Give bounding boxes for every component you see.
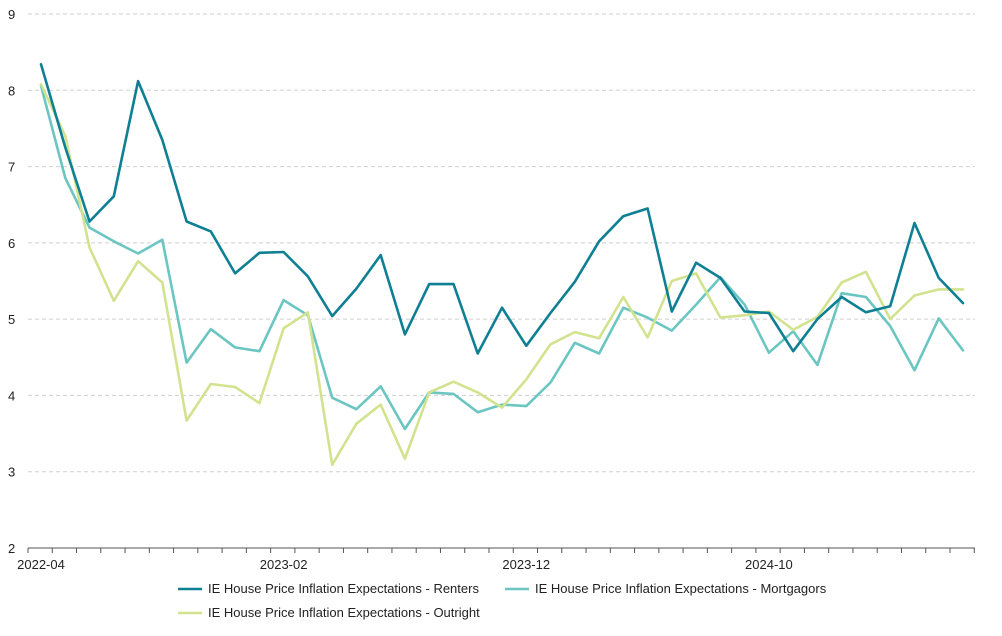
y-tick-label: 8 xyxy=(8,83,15,98)
x-axis xyxy=(27,547,975,553)
series-line-outright xyxy=(39,82,965,467)
x-tick-label: 2023-02 xyxy=(260,557,308,572)
y-tick-label: 6 xyxy=(8,236,15,251)
x-tick-label: 2024-10 xyxy=(745,557,793,572)
y-axis-tick-labels: 2 3 4 5 6 7 8 9 xyxy=(8,7,15,556)
gridlines xyxy=(28,13,975,473)
y-tick-label: 9 xyxy=(8,7,15,22)
x-tick-label: 2023-12 xyxy=(502,557,550,572)
legend-label-mortgagors: IE House Price Inflation Expectations - … xyxy=(535,581,827,596)
legend-label-renters: IE House Price Inflation Expectations - … xyxy=(208,581,479,596)
x-tick-label: 2022-04 xyxy=(17,557,65,572)
legend: IE House Price Inflation Expectations - … xyxy=(178,581,827,620)
series-line-renters xyxy=(39,63,965,355)
series-lines xyxy=(39,63,965,467)
legend-label-outright: IE House Price Inflation Expectations - … xyxy=(208,605,480,620)
y-tick-label: 7 xyxy=(8,160,15,175)
y-tick-label: 2 xyxy=(8,541,15,556)
series-line-mortgagors xyxy=(39,84,965,431)
y-tick-label: 3 xyxy=(8,465,15,480)
y-tick-label: 4 xyxy=(8,388,15,403)
y-tick-label: 5 xyxy=(8,312,15,327)
x-axis-tick-labels: 2022-04 2023-02 2023-12 2024-10 xyxy=(17,557,793,572)
